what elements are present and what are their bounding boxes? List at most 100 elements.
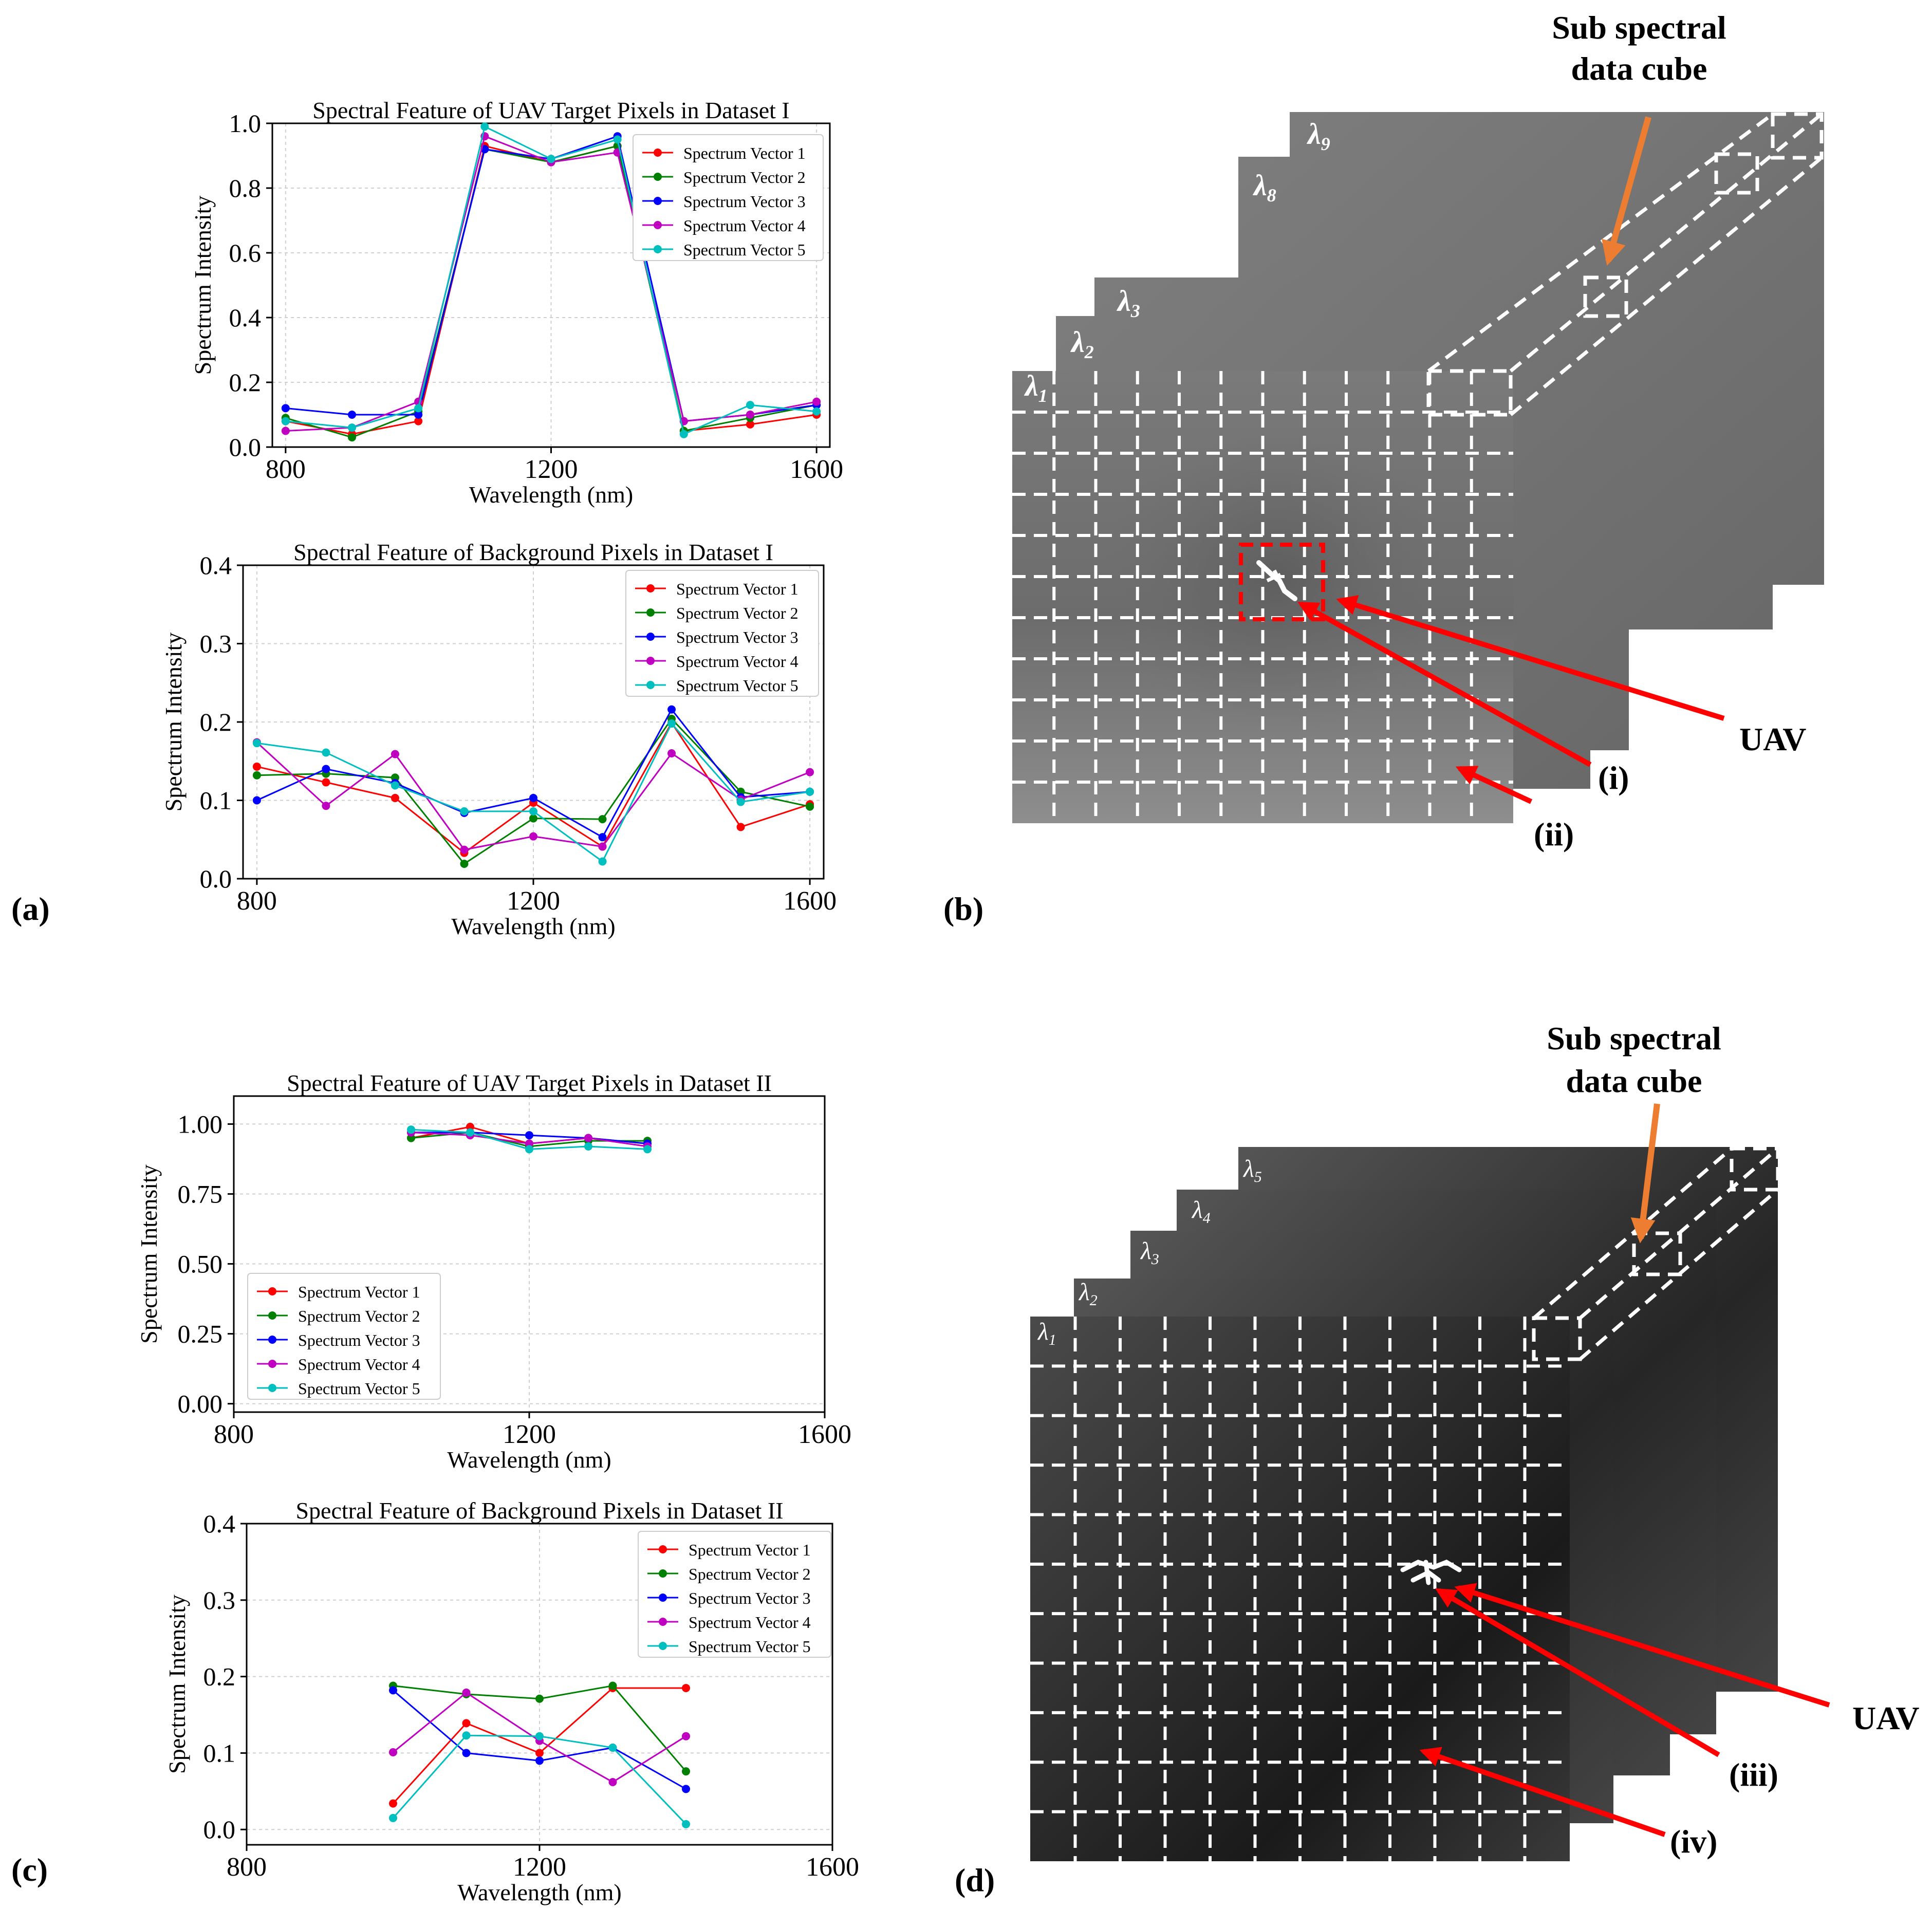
legend-label-5: Spectrum Vector 5 — [676, 676, 798, 695]
callout-ii-arrow — [1455, 766, 1533, 804]
data-point-1 — [391, 793, 399, 802]
spectral-cube-diagram-b: λ1 λ2 λ3 λ8 λ9 — [1012, 9, 1824, 853]
data-point-2 — [682, 1767, 690, 1776]
legend-marker-5 — [268, 1384, 276, 1392]
data-point-5 — [466, 1128, 474, 1137]
data-point-5 — [746, 401, 754, 410]
data-point-3 — [322, 765, 330, 773]
data-point-4 — [682, 1732, 690, 1740]
legend-marker-2 — [268, 1311, 276, 1320]
data-point-5 — [547, 155, 555, 163]
legend-box — [638, 1531, 831, 1658]
legend-marker-3 — [659, 1594, 667, 1602]
data-point-5 — [460, 807, 469, 816]
x-tick-label: 1200 — [507, 886, 560, 916]
y-tick-label: 0.6 — [229, 238, 262, 267]
data-point-2 — [598, 815, 607, 824]
data-point-2 — [252, 771, 261, 780]
data-point-5 — [736, 798, 745, 806]
data-point-1 — [462, 1719, 471, 1728]
data-point-3 — [252, 796, 261, 805]
legend-box — [247, 1273, 441, 1400]
x-tick-label: 1600 — [806, 1853, 859, 1882]
data-point-4 — [391, 750, 399, 758]
sub-cube-arrow-b — [1602, 116, 1651, 266]
legend-marker-1 — [659, 1545, 667, 1553]
x-axis-label: Wavelength (nm) — [469, 481, 633, 508]
chart-title: Spectral Feature of Background Pixels in… — [293, 539, 773, 565]
y-tick-label: 1.00 — [178, 1109, 223, 1138]
uav-label-b: UAV — [1739, 721, 1806, 757]
chart-uav-dataset-2: 800 1200 1600 0.00 0.25 0.50 0.75 1.00 Spectral … — [136, 1070, 851, 1473]
legend-marker-1 — [646, 584, 655, 592]
data-point-4 — [812, 397, 821, 406]
y-tick-label: 0.1 — [203, 1738, 236, 1767]
data-point-4 — [806, 768, 814, 776]
uav-target-d — [1400, 1559, 1462, 1585]
data-point-3 — [529, 793, 537, 802]
y-tick-label: 0.50 — [178, 1250, 223, 1279]
data-point-5 — [480, 122, 489, 131]
data-point-5 — [348, 423, 356, 432]
band-label-3: λ3 — [1117, 284, 1140, 321]
legend-marker-5 — [659, 1642, 667, 1650]
data-point-5 — [613, 135, 622, 144]
band-label-d1: λ1 — [1037, 1318, 1056, 1348]
legend-label-4: Spectrum Vector 4 — [689, 1613, 811, 1632]
band-label-2: λ2 — [1070, 325, 1094, 362]
data-point-5 — [322, 748, 330, 757]
data-point-3 — [667, 705, 676, 714]
callout-iv-arrow — [1419, 1747, 1666, 1837]
legend-label-4: Spectrum Vector 4 — [298, 1355, 420, 1374]
data-point-5 — [529, 807, 537, 816]
data-point-1 — [746, 420, 754, 429]
band-label-d3: λ3 — [1140, 1237, 1159, 1268]
legend-marker-4 — [646, 657, 655, 665]
y-tick-label: 1.0 — [229, 109, 262, 138]
y-tick-label: 0.4 — [203, 1509, 236, 1538]
band-label-8: λ8 — [1253, 169, 1276, 206]
data-point-5 — [281, 417, 290, 425]
x-tick-label: 800 — [214, 1420, 254, 1449]
legend-box — [633, 134, 824, 261]
y-tick-label: 0.25 — [178, 1320, 223, 1348]
data-point-3 — [281, 404, 290, 413]
legend-label-3: Spectrum Vector 3 — [298, 1331, 420, 1349]
data-point-5 — [535, 1732, 544, 1740]
data-point-5 — [391, 781, 399, 790]
band-label-1: λ1 — [1024, 369, 1048, 406]
data-point-5 — [584, 1142, 592, 1151]
data-point-1 — [252, 762, 261, 771]
sub-cube-label-d-line1: Sub spectral — [1547, 1020, 1721, 1057]
y-axis-label: Spectrum Intensity — [136, 1164, 162, 1344]
legend-label-5: Spectrum Vector 5 — [683, 240, 806, 259]
legend-marker-3 — [268, 1336, 276, 1344]
y-axis-label: Spectrum Intensity — [190, 196, 216, 375]
x-tick-label: 1200 — [513, 1853, 566, 1882]
data-point-3 — [535, 1756, 544, 1765]
legend-marker-4 — [268, 1360, 276, 1368]
data-point-5 — [598, 857, 607, 866]
data-point-1 — [535, 1749, 544, 1757]
callout-iii-label: (iii) — [1729, 1756, 1778, 1793]
data-point-3 — [598, 833, 607, 842]
legend-label-2: Spectrum Vector 2 — [676, 604, 798, 622]
legend-marker-4 — [659, 1618, 667, 1626]
legend-label-4: Spectrum Vector 4 — [676, 652, 798, 671]
y-tick-label: 0.3 — [203, 1586, 236, 1615]
x-tick-label: 1200 — [503, 1420, 556, 1449]
legend-marker-2 — [659, 1569, 667, 1578]
data-point-2 — [529, 814, 537, 823]
data-point-4 — [667, 749, 676, 757]
x-tick-label: 1200 — [525, 455, 578, 484]
x-axis-label: Wavelength (nm) — [457, 1879, 621, 1905]
data-point-4 — [598, 842, 607, 851]
legend-marker-5 — [654, 245, 662, 253]
callout-iv-label: (iv) — [1670, 1823, 1717, 1860]
data-point-4 — [460, 845, 469, 854]
data-point-5 — [407, 1125, 415, 1134]
legend-label-5: Spectrum Vector 5 — [298, 1379, 420, 1398]
data-point-5 — [414, 404, 423, 413]
y-tick-label: 0.2 — [200, 708, 232, 736]
x-tick-label: 800 — [227, 1853, 267, 1882]
